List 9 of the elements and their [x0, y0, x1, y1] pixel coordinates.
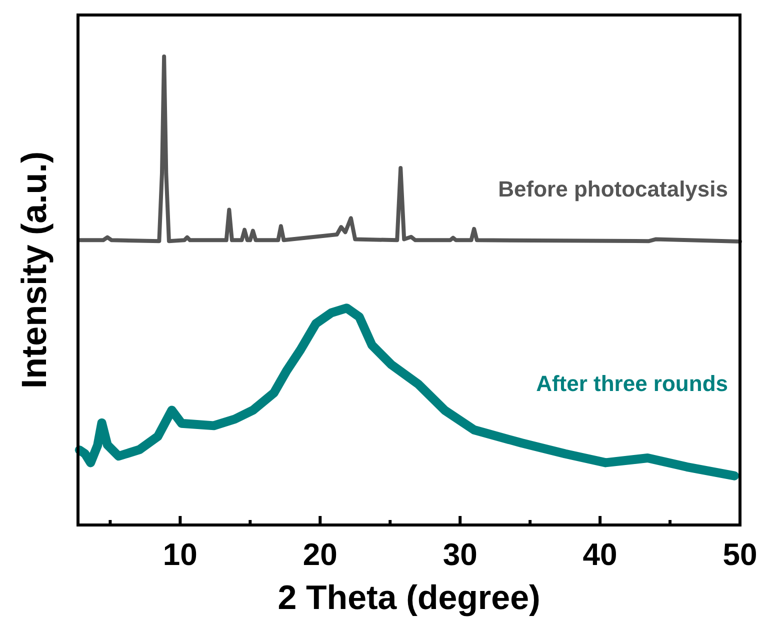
x-tick-label: 30: [442, 537, 478, 572]
x-tick-label: 20: [302, 537, 338, 572]
x-tick-label: 50: [722, 537, 758, 572]
x-tick-label: 40: [582, 537, 618, 572]
y-axis-title: Intensity (a.u.): [15, 151, 54, 389]
x-axis-title: 2 Theta (degree): [278, 579, 540, 617]
x-tick-label: 10: [162, 537, 198, 572]
text: After three rounds: [536, 370, 728, 396]
series-label: Before photocatalysis: [498, 176, 728, 202]
